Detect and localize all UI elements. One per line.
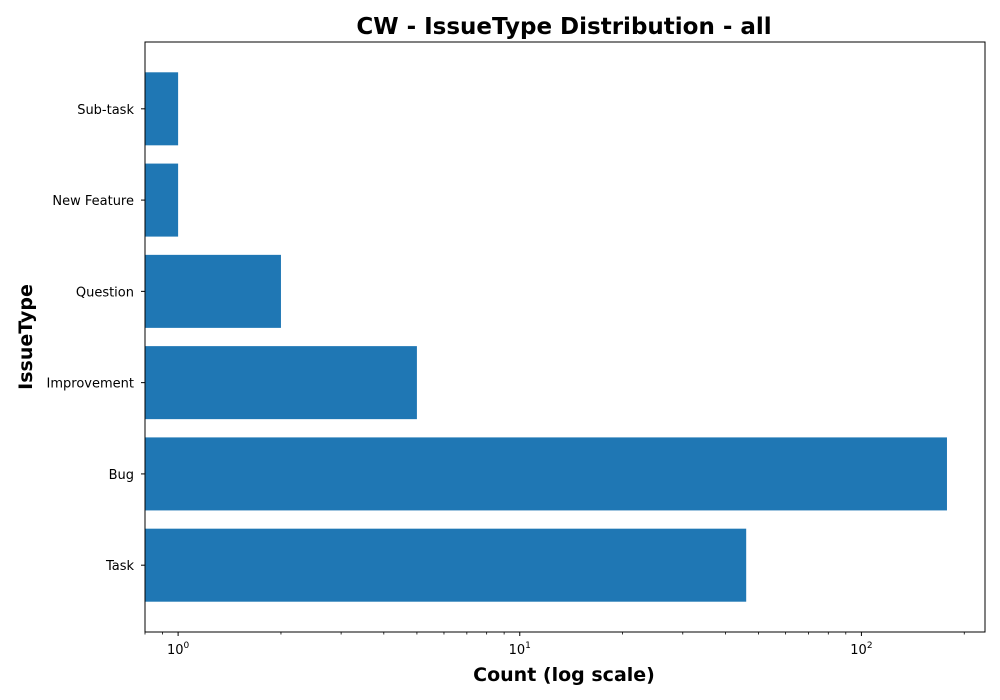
y-tick-label: Question: [76, 285, 134, 300]
bar-question: [145, 254, 281, 328]
y-tick-label: Task: [105, 559, 135, 574]
x-tick-label: 100: [167, 641, 190, 658]
bar-improvement: [145, 346, 417, 420]
bar-sub-task: [145, 72, 179, 146]
bar-task: [145, 528, 747, 602]
bars-layer: [145, 72, 947, 602]
y-axis: Task Bug Improvement Question New Feature Sub…: [47, 103, 145, 574]
y-tick-label: Sub-task: [77, 103, 134, 118]
plot-frame: [144, 41, 986, 633]
x-tick-label: 102: [850, 641, 872, 658]
bar-new-feature: [145, 163, 179, 237]
x-axis: 100 101 102: [144, 632, 965, 658]
x-tick-label: 101: [509, 641, 531, 658]
y-tick-label: Bug: [109, 468, 134, 483]
x-axis-label: Count (log scale): [473, 664, 655, 686]
chart-title: CW - IssueType Distribution - all: [356, 14, 771, 40]
bar-bug: [145, 437, 947, 511]
y-tick-label: New Feature: [52, 194, 134, 209]
y-axis-label: IssueType: [15, 284, 37, 390]
y-tick-label: Improvement: [47, 377, 134, 392]
